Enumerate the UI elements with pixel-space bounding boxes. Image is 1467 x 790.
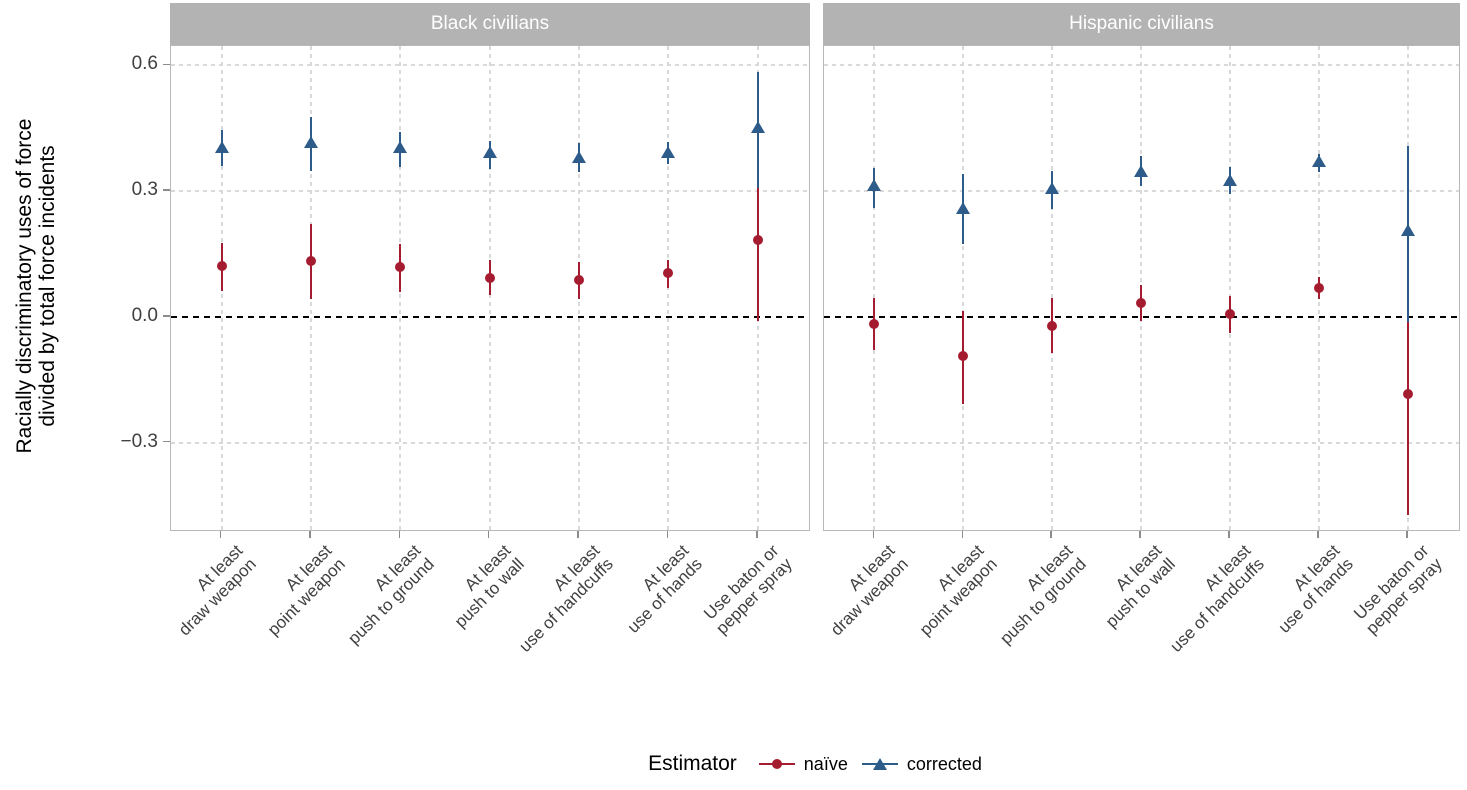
zero-line bbox=[171, 315, 809, 318]
v-gridline bbox=[1051, 46, 1054, 532]
point-marker-triangle bbox=[1134, 164, 1149, 177]
point-marker-circle bbox=[395, 261, 406, 272]
v-gridline bbox=[667, 46, 670, 532]
point-marker-triangle bbox=[214, 141, 229, 154]
plot-area-black bbox=[170, 45, 810, 532]
h-gridline bbox=[171, 441, 809, 444]
x-tick bbox=[309, 531, 311, 538]
x-tick bbox=[1228, 531, 1230, 538]
legend-label-corrected: corrected bbox=[906, 753, 982, 774]
h-gridline bbox=[171, 190, 809, 193]
y-tick-label: −0.3 bbox=[120, 430, 158, 452]
y-tick bbox=[163, 440, 170, 443]
x-tick bbox=[1050, 531, 1052, 538]
x-tick bbox=[487, 531, 490, 538]
corrected-key-icon bbox=[861, 756, 898, 772]
point-marker-circle bbox=[1047, 321, 1058, 332]
point-marker-circle bbox=[1403, 389, 1414, 400]
naive-key-icon bbox=[758, 756, 795, 772]
y-tick bbox=[163, 315, 170, 317]
legend-title: Estimator bbox=[648, 752, 737, 775]
x-tick bbox=[577, 531, 579, 538]
legend-label-naive: naïve bbox=[803, 753, 848, 774]
point-marker-triangle bbox=[1312, 155, 1327, 168]
x-tick bbox=[1406, 531, 1408, 538]
h-gridline bbox=[824, 190, 1459, 193]
x-tick bbox=[1317, 531, 1319, 538]
x-tick bbox=[1139, 531, 1141, 538]
panel-strip-black: Black civilians bbox=[170, 3, 810, 45]
point-marker-triangle bbox=[750, 120, 765, 133]
y-tick bbox=[163, 189, 170, 191]
point-marker-triangle bbox=[1045, 182, 1060, 195]
y-tick bbox=[163, 63, 170, 66]
x-tick bbox=[756, 531, 758, 538]
point-marker-circle bbox=[305, 255, 316, 266]
x-tick bbox=[666, 531, 669, 538]
naive-circle-icon bbox=[771, 759, 782, 769]
legend-item-corrected: corrected bbox=[861, 753, 982, 775]
v-gridline bbox=[873, 46, 876, 532]
point-marker-circle bbox=[752, 234, 763, 245]
y-tick-label: 0.0 bbox=[131, 304, 158, 326]
h-gridline bbox=[171, 64, 809, 67]
point-marker-circle bbox=[1136, 297, 1147, 308]
point-marker-circle bbox=[869, 319, 880, 329]
h-gridline bbox=[824, 64, 1459, 67]
point-marker-circle bbox=[1314, 282, 1325, 293]
v-gridline bbox=[962, 46, 965, 532]
point-marker-circle bbox=[958, 351, 969, 362]
y-axis-title-line2: divided by total force incidents bbox=[36, 145, 59, 427]
y-axis-title-line1: Racially discriminatory uses of force bbox=[13, 118, 36, 454]
point-marker-triangle bbox=[572, 151, 587, 164]
point-marker-circle bbox=[574, 275, 585, 286]
h-gridline bbox=[824, 441, 1459, 444]
v-gridline bbox=[1229, 46, 1232, 532]
y-tick-label: 0.6 bbox=[131, 53, 158, 75]
point-marker-circle bbox=[663, 268, 674, 279]
point-marker-triangle bbox=[1401, 223, 1416, 236]
corrected-triangle-icon bbox=[872, 758, 887, 770]
point-marker-triangle bbox=[956, 202, 971, 215]
legend-item-naive: naïve bbox=[758, 753, 848, 775]
panel-title-black: Black civilians bbox=[430, 13, 550, 34]
point-marker-triangle bbox=[867, 179, 882, 192]
y-axis-title: Racially discriminatory uses of force di… bbox=[13, 45, 59, 527]
point-marker-circle bbox=[216, 260, 227, 271]
error-bar bbox=[1407, 283, 1410, 516]
point-marker-triangle bbox=[661, 146, 676, 159]
panel-strip-hispanic: Hispanic civilians bbox=[823, 3, 1460, 45]
point-marker-triangle bbox=[303, 135, 318, 148]
plot-area-hispanic bbox=[823, 45, 1460, 532]
x-tick bbox=[219, 531, 222, 538]
panel-title-hispanic: Hispanic civilians bbox=[1069, 13, 1214, 34]
point-marker-triangle bbox=[393, 140, 408, 153]
x-tick bbox=[872, 531, 875, 538]
point-marker-triangle bbox=[482, 146, 497, 159]
x-tick bbox=[398, 531, 401, 538]
legend: Estimator naïve corrected bbox=[170, 744, 1460, 784]
x-tick bbox=[961, 531, 964, 538]
point-marker-circle bbox=[484, 272, 495, 283]
point-marker-circle bbox=[1225, 308, 1236, 319]
point-marker-triangle bbox=[1223, 174, 1238, 187]
y-tick-label: 0.3 bbox=[131, 179, 158, 201]
